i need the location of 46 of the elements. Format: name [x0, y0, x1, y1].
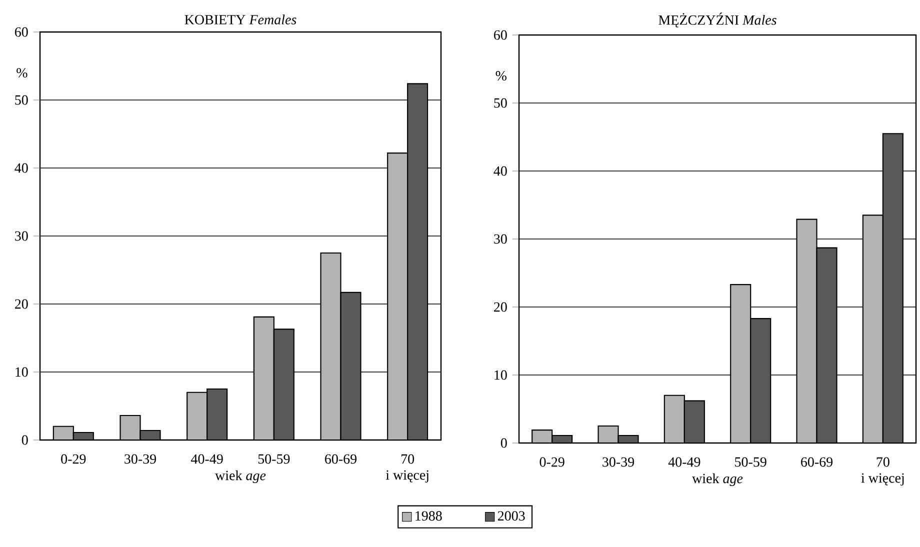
- y-tick-label: 60: [494, 30, 507, 40]
- bar: [664, 395, 684, 443]
- y-tick-label: 0: [500, 438, 507, 448]
- y-tick-label: 0: [22, 435, 28, 445]
- x-tick-label: 40-49: [668, 457, 700, 467]
- bar: [862, 214, 884, 443]
- y-axis-title: %: [16, 68, 28, 78]
- x-tick-label: 60-69: [801, 457, 833, 467]
- legend-label: 1988: [416, 511, 442, 521]
- x-axis-title: wiek age: [215, 470, 266, 484]
- bar: [253, 316, 274, 440]
- x-tick-label: 50-59: [735, 457, 766, 467]
- bar: [730, 284, 751, 443]
- bar: [186, 392, 208, 440]
- y-tick-label: 20: [15, 299, 28, 309]
- x-tick-label: 0-29: [61, 454, 86, 464]
- x-tick-label: 70 i więcej: [861, 457, 904, 486]
- y-tick-label: 40: [494, 166, 507, 176]
- bar: [387, 152, 408, 440]
- bar: [816, 248, 837, 443]
- x-tick-label: 70 i więcej: [386, 454, 428, 483]
- legend-label: 2003: [498, 511, 525, 521]
- y-tick-label: 10: [16, 367, 28, 377]
- y-tick-label: 10: [494, 370, 507, 380]
- x-tick-label: 0-29: [540, 457, 564, 467]
- y-tick-label: 50: [494, 98, 507, 108]
- bar: [882, 133, 904, 443]
- x-tick-label: 50-59: [258, 454, 290, 464]
- bar: [750, 318, 771, 443]
- y-tick-label: 30: [494, 234, 507, 244]
- bar: [796, 219, 817, 443]
- y-tick-label: 40: [14, 163, 28, 173]
- chart-title: MĘŻCZYŹNI Males: [658, 12, 776, 28]
- x-tick-label: 40-49: [191, 454, 223, 464]
- x-tick-label: 30-39: [602, 457, 634, 467]
- y-tick-label: 60: [15, 27, 28, 37]
- x-axis-title: wiek age: [692, 473, 743, 486]
- y-axis-title: %: [496, 71, 506, 81]
- y-tick-label: 30: [15, 231, 28, 241]
- bar: [320, 252, 342, 440]
- chart-title: KOBIETY Females: [184, 14, 296, 24]
- y-tick-label: 20: [494, 302, 507, 312]
- x-tick-label: 60-69: [325, 454, 356, 464]
- y-tick-label: 50: [15, 95, 28, 105]
- x-tick-label: 30-39: [124, 454, 156, 464]
- bar: [684, 400, 704, 443]
